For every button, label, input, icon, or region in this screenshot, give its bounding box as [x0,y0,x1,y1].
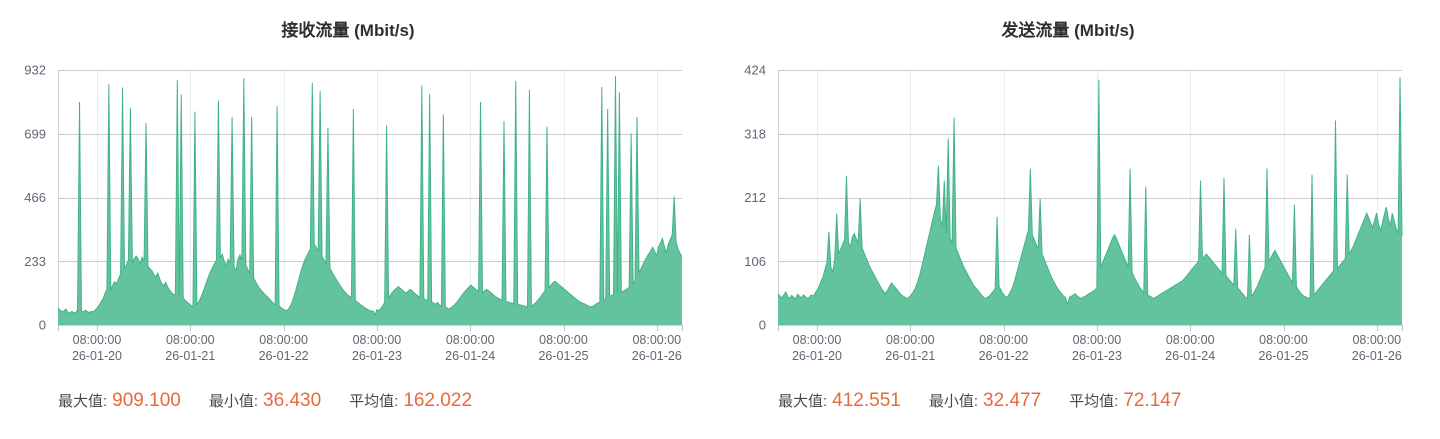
max-value: 412.551 [832,390,901,411]
x-axis-time-label: 08:00:00 [1259,333,1308,347]
x-axis-time-label: 08:00:00 [979,333,1028,347]
traffic-line-series [57,76,683,317]
x-axis-date-label: 26-01-21 [885,349,935,363]
x-axis-time-label: 08:00:00 [259,333,308,347]
x-axis-date-label: 26-01-26 [632,349,682,363]
x-axis-time-label: 08:00:00 [353,333,402,347]
avg-value: 72.147 [1123,390,1182,411]
x-axis-time-label: 08:00:00 [886,333,935,347]
send-chart-stats: 最大值: 412.551 最小值: 32.477 平均值: 72.147 [778,390,1181,412]
x-axis-date-label: 26-01-20 [72,349,122,363]
y-axis-label: 106 [744,254,766,269]
x-axis-date-label: 26-01-22 [979,349,1029,363]
y-axis-label: 233 [24,254,46,269]
x-axis-date-label: 26-01-25 [538,349,588,363]
x-axis-date-label: 26-01-23 [352,349,402,363]
avg-stat: 平均值: 162.022 [349,390,472,412]
send-chart-plot[interactable]: 0 106 212 318 424 08:00:00 26-01-20 08:00:00 26-… [720,55,1440,365]
x-axis-time-label: 08:00:00 [1352,333,1401,347]
max-stat: 最大值: 412.551 [778,390,901,412]
avg-value: 162.022 [403,390,473,411]
avg-stat: 平均值: 72.147 [1069,390,1181,412]
x-axis-date-label: 26-01-26 [1352,349,1402,363]
y-axis-label: 0 [759,318,766,333]
x-axis-date-label: 26-01-24 [445,349,495,363]
x-axis-time-label: 08:00:00 [793,333,842,347]
traffic-area-series [778,77,1402,325]
y-axis-label: 318 [744,126,766,141]
x-axis-time-label: 08:00:00 [73,333,122,347]
min-stat: 最小值: 32.477 [929,390,1041,412]
avg-label: 平均值: [1069,393,1119,410]
y-axis-label: 466 [24,190,46,205]
x-axis-date-label: 26-01-25 [1258,349,1308,363]
x-axis-time-label: 08:00:00 [1166,333,1215,347]
y-axis-label: 932 [24,63,46,78]
area-chart-svg: 0 233 466 699 932 08:00:00 26-01-20 08:00:00 26-… [24,63,683,363]
x-axis-date-label: 26-01-20 [792,349,842,363]
y-axis-label: 0 [39,318,46,333]
receive-chart-stats: 最大值: 909.100 最小值: 36.430 平均值: 162.022 [58,390,472,412]
area-chart-svg: 0 106 212 318 424 08:00:00 26-01-20 08:00:00 26-… [744,63,1403,363]
min-label: 最小值: [928,393,979,410]
x-axis-time-label: 08:00:00 [632,333,681,347]
receive-chart-title: 接收流量 (Mbit/s) [281,21,415,40]
max-value: 909.100 [112,390,181,411]
traffic-line-series [777,77,1403,306]
min-label: 最小值: [208,393,259,410]
avg-label: 平均值: [349,393,399,410]
x-axis-time-label: 08:00:00 [446,333,495,347]
x-axis-date-label: 26-01-23 [1072,349,1122,363]
send-chart-title: 发送流量 (Mbit/s) [1001,21,1135,40]
x-axis-date-label: 26-01-22 [259,349,309,363]
receive-chart-plot[interactable]: 0 233 466 699 932 08:00:00 26-01-20 08:00:00 26-… [0,55,720,365]
max-label: 最大值: [778,393,828,410]
traffic-area-series [58,76,682,325]
min-value: 32.477 [983,390,1042,411]
x-axis-time-label: 08:00:00 [539,333,588,347]
min-stat: 最小值: 36.430 [209,390,321,412]
min-value: 36.430 [263,390,322,411]
x-axis-time-label: 08:00:00 [1073,333,1122,347]
send-traffic-card: 发送流量 (Mbit/s) 0 106 212 318 424 08:00:00 26-01… [720,0,1440,439]
y-axis-label: 424 [744,63,766,78]
y-axis-label: 212 [744,190,766,205]
x-axis-date-label: 26-01-24 [1165,349,1215,363]
max-stat: 最大值: 909.100 [58,390,181,412]
receive-traffic-card: 接收流量 (Mbit/s) 0 233 466 699 932 08:00:00 26-01… [0,21,720,412]
max-label: 最大值: [58,393,108,410]
x-axis-time-label: 08:00:00 [166,333,215,347]
x-axis-date-label: 26-01-21 [165,349,215,363]
y-axis-label: 699 [24,126,46,141]
